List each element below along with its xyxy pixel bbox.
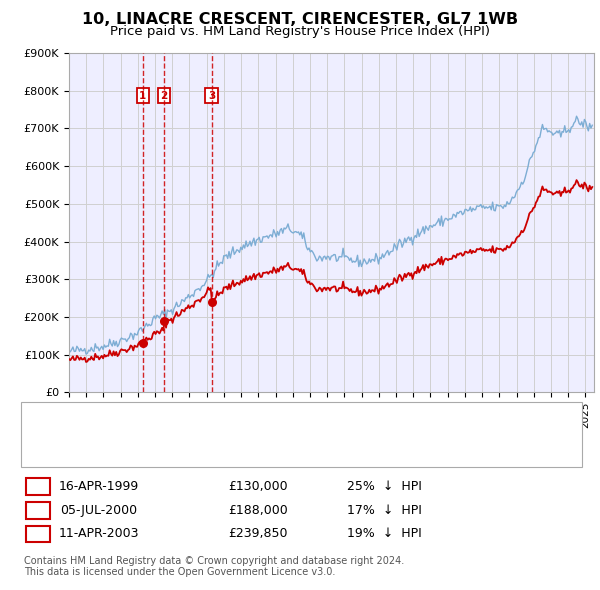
Text: 1: 1 — [34, 480, 42, 493]
Text: 25%  ↓  HPI: 25% ↓ HPI — [347, 480, 421, 493]
Text: HPI: Average price, detached house, Cotswold: HPI: Average price, detached house, Cots… — [73, 441, 346, 454]
Text: 10, LINACRE CRESCENT, CIRENCESTER, GL7 1WB: 10, LINACRE CRESCENT, CIRENCESTER, GL7 1… — [82, 12, 518, 27]
Text: £239,850: £239,850 — [228, 527, 288, 540]
Text: 3: 3 — [34, 527, 42, 540]
Text: 05-JUL-2000: 05-JUL-2000 — [61, 504, 137, 517]
Text: 19%  ↓  HPI: 19% ↓ HPI — [347, 527, 421, 540]
Text: 1: 1 — [139, 90, 146, 100]
Text: 17%  ↓  HPI: 17% ↓ HPI — [347, 504, 421, 517]
Text: 2: 2 — [34, 504, 42, 517]
Text: 16-APR-1999: 16-APR-1999 — [59, 480, 139, 493]
Text: 10, LINACRE CRESCENT, CIRENCESTER, GL7 1WB (detached house): 10, LINACRE CRESCENT, CIRENCESTER, GL7 1… — [73, 414, 470, 427]
Text: £130,000: £130,000 — [228, 480, 288, 493]
Text: £188,000: £188,000 — [228, 504, 288, 517]
Text: 3: 3 — [208, 90, 215, 100]
Text: 2: 2 — [160, 90, 167, 100]
Text: 11-APR-2003: 11-APR-2003 — [59, 527, 139, 540]
Text: Contains HM Land Registry data © Crown copyright and database right 2024.
This d: Contains HM Land Registry data © Crown c… — [24, 556, 404, 578]
Text: Price paid vs. HM Land Registry's House Price Index (HPI): Price paid vs. HM Land Registry's House … — [110, 25, 490, 38]
